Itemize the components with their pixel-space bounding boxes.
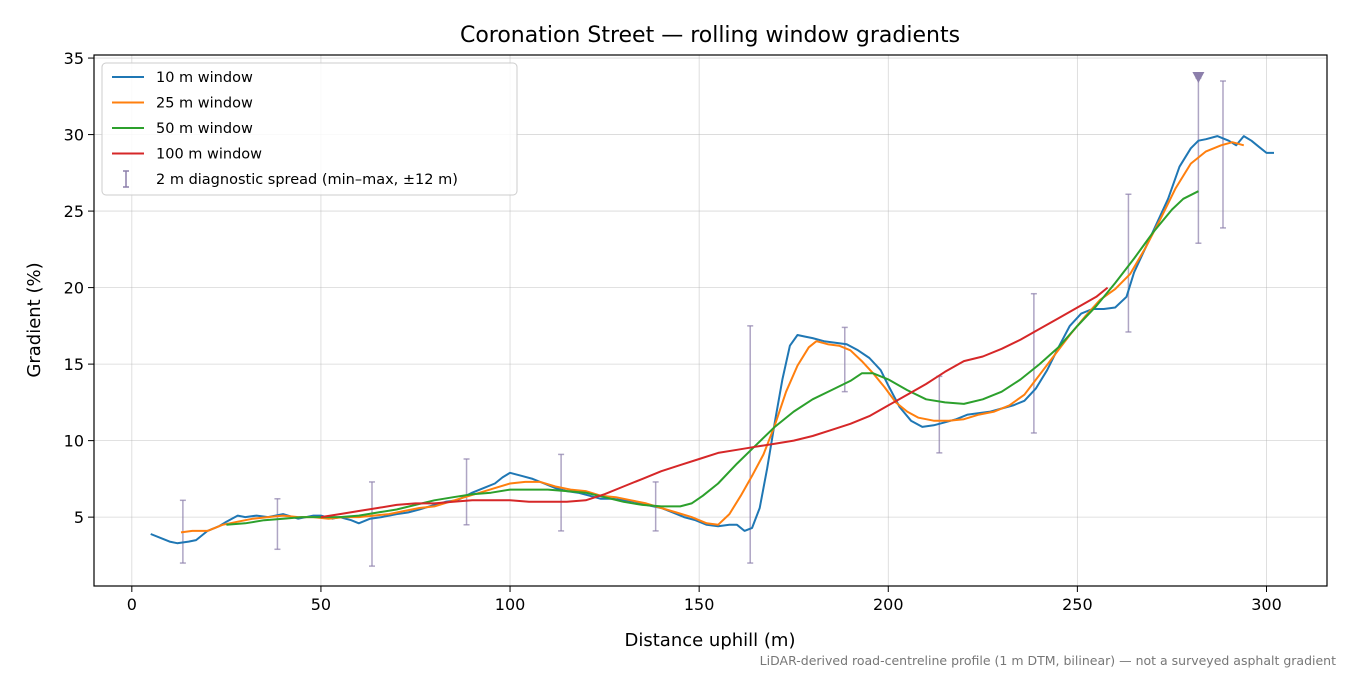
error-bar — [841, 326, 848, 393]
x-tick-label: 0 — [127, 595, 137, 614]
error-bar — [1030, 292, 1037, 434]
x-axis: 0 50 100 150 200 250 300 — [127, 586, 1282, 614]
error-bar — [1219, 80, 1226, 229]
y-tick-label: 20 — [64, 279, 84, 298]
legend: 10 m window 25 m window 50 m window 100 m w… — [101, 62, 518, 196]
legend-label-1: 10 m window — [156, 70, 253, 86]
series-line-2 — [180, 141, 1245, 534]
legend-label-2: 25 m window — [156, 96, 253, 112]
error-bar — [463, 458, 470, 526]
plot-area — [150, 71, 1274, 567]
x-tick-label: 150 — [684, 595, 715, 614]
error-bar — [368, 481, 375, 567]
plot-frame — [93, 54, 1328, 587]
y-tick-label: 10 — [64, 432, 84, 451]
series-line-4 — [320, 286, 1109, 519]
y-tick-label: 30 — [64, 126, 84, 145]
series-line-3 — [226, 190, 1199, 526]
x-tick-label: 100 — [495, 595, 526, 614]
x-tick-label: 200 — [873, 595, 904, 614]
y-tick-label: 15 — [64, 355, 84, 374]
x-tick-label: 50 — [311, 595, 331, 614]
x-tick-label: 300 — [1251, 595, 1282, 614]
x-tick-label: 250 — [1062, 595, 1093, 614]
error-bar — [558, 453, 565, 532]
legend-items: 10 m window 25 m window 50 m window 100 m w… — [112, 70, 458, 188]
footnote: LiDAR-derived road-centreline profile (1… — [760, 653, 1336, 668]
peak-marker — [1192, 71, 1205, 83]
legend-label-error-bars: 2 m diagnostic spread (min–max, ±12 m) — [156, 172, 458, 188]
error-bar — [747, 325, 754, 564]
chart-title: Coronation Street — rolling window gradi… — [460, 23, 960, 48]
y-axis: 5 10 15 20 25 30 35 — [64, 49, 94, 527]
error-bar — [274, 498, 281, 551]
error-bar — [1125, 193, 1132, 333]
legend-box — [101, 62, 518, 196]
y-tick-label: 25 — [64, 202, 84, 221]
y-tick-label: 5 — [74, 508, 84, 527]
y-tick-label: 35 — [64, 49, 84, 68]
legend-label-4: 100 m window — [156, 147, 262, 163]
legend-label-3: 50 m window — [156, 121, 253, 137]
y-axis-label: Gradient (%) — [24, 262, 45, 377]
x-axis-label: Distance uphill (m) — [625, 630, 796, 651]
